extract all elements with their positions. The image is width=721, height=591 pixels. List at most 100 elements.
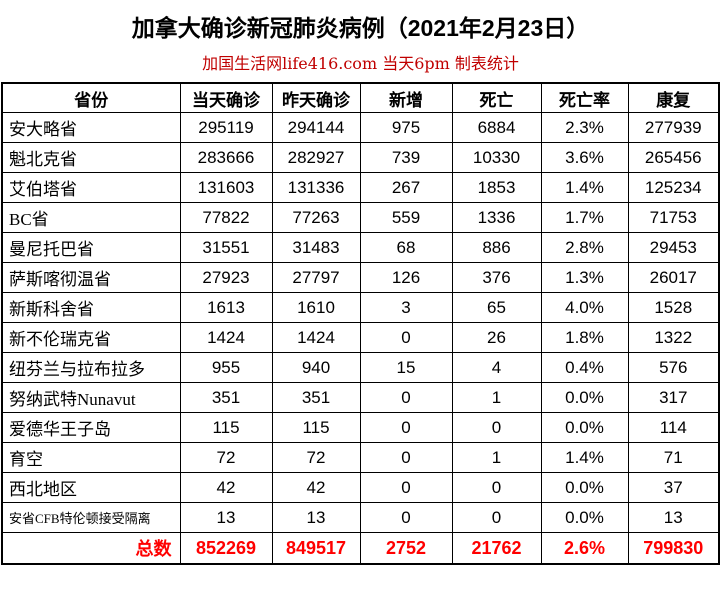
header-row: 省份 当天确诊 昨天确诊 新增 死亡 死亡率 康复 — [1, 82, 720, 113]
total-recovered: 799830 — [627, 532, 720, 565]
total-deaths: 21762 — [451, 532, 542, 565]
table-row: 努纳武特Nunavut 351 351 0 1 0.0% 317 — [1, 382, 720, 413]
value-cell: 1 — [451, 442, 542, 473]
province-cell: 安大略省 — [1, 112, 181, 143]
table-row: 魁北克省 283666 282927 739 10330 3.6% 265456 — [1, 142, 720, 173]
value-cell: 0.0% — [540, 472, 629, 503]
value-cell: 42 — [179, 472, 273, 503]
value-cell: 68 — [359, 232, 453, 263]
value-cell: 71753 — [627, 202, 720, 233]
value-cell: 1.7% — [540, 202, 629, 233]
table-row: 新不伦瑞克省 1424 1424 0 26 1.8% 1322 — [1, 322, 720, 353]
table-row: 纽芬兰与拉布拉多 955 940 15 4 0.4% 576 — [1, 352, 720, 383]
value-cell: 1424 — [271, 322, 361, 353]
value-cell: 559 — [359, 202, 453, 233]
value-cell: 37 — [627, 472, 720, 503]
value-cell: 10330 — [451, 142, 542, 173]
value-cell: 351 — [271, 382, 361, 413]
value-cell: 0 — [359, 412, 453, 443]
value-cell: 1.4% — [540, 172, 629, 203]
col-header-deaths: 死亡 — [451, 82, 542, 113]
value-cell: 0.0% — [540, 502, 629, 533]
value-cell: 71 — [627, 442, 720, 473]
total-today-confirmed: 852269 — [179, 532, 273, 565]
table-row: 育空 72 72 0 1 1.4% 71 — [1, 442, 720, 473]
total-new-cases: 2752 — [359, 532, 453, 565]
value-cell: 267 — [359, 172, 453, 203]
value-cell: 26 — [451, 322, 542, 353]
value-cell: 940 — [271, 352, 361, 383]
province-cell: BC省 — [1, 202, 181, 233]
province-cell: 魁北克省 — [1, 142, 181, 173]
total-label: 总数 — [1, 532, 181, 565]
value-cell: 376 — [451, 262, 542, 293]
value-cell: 77263 — [271, 202, 361, 233]
value-cell: 3.6% — [540, 142, 629, 173]
value-cell: 13 — [179, 502, 273, 533]
value-cell: 277939 — [627, 112, 720, 143]
col-header-death-rate: 死亡率 — [540, 82, 629, 113]
value-cell: 1610 — [271, 292, 361, 323]
province-cell: 纽芬兰与拉布拉多 — [1, 352, 181, 383]
value-cell: 0 — [359, 442, 453, 473]
value-cell: 72 — [271, 442, 361, 473]
value-cell: 13 — [271, 502, 361, 533]
value-cell: 125234 — [627, 172, 720, 203]
value-cell: 31551 — [179, 232, 273, 263]
value-cell: 1 — [451, 382, 542, 413]
value-cell: 29453 — [627, 232, 720, 263]
table-row: 新斯科舍省 1613 1610 3 65 4.0% 1528 — [1, 292, 720, 323]
province-cell: 育空 — [1, 442, 181, 473]
col-header-today-confirmed: 当天确诊 — [179, 82, 273, 113]
value-cell: 42 — [271, 472, 361, 503]
total-row: 总数 852269 849517 2752 21762 2.6% 799830 — [1, 532, 720, 565]
value-cell: 576 — [627, 352, 720, 383]
value-cell: 0 — [451, 502, 542, 533]
value-cell: 282927 — [271, 142, 361, 173]
col-header-yesterday-confirmed: 昨天确诊 — [271, 82, 361, 113]
value-cell: 1336 — [451, 202, 542, 233]
province-cell: 努纳武特Nunavut — [1, 382, 181, 413]
table-row: 安大略省 295119 294144 975 6884 2.3% 277939 — [1, 112, 720, 143]
value-cell: 0.0% — [540, 382, 629, 413]
table-row: 安省CFB特伦顿接受隔离 13 13 0 0 0.0% 13 — [1, 502, 720, 533]
value-cell: 72 — [179, 442, 273, 473]
col-header-new-cases: 新增 — [359, 82, 453, 113]
table-row: 艾伯塔省 131603 131336 267 1853 1.4% 125234 — [1, 172, 720, 203]
value-cell: 1.8% — [540, 322, 629, 353]
value-cell: 126 — [359, 262, 453, 293]
value-cell: 1322 — [627, 322, 720, 353]
table-row: 西北地区 42 42 0 0 0.0% 37 — [1, 472, 720, 503]
value-cell: 0.4% — [540, 352, 629, 383]
province-cell: 爱德华王子岛 — [1, 412, 181, 443]
table-body: 安大略省 295119 294144 975 6884 2.3% 277939 魁北克省 283… — [1, 112, 720, 533]
province-cell: 艾伯塔省 — [1, 172, 181, 203]
value-cell: 1853 — [451, 172, 542, 203]
value-cell: 265456 — [627, 142, 720, 173]
value-cell: 295119 — [179, 112, 273, 143]
table-row: 曼尼托巴省 31551 31483 68 886 2.8% 29453 — [1, 232, 720, 263]
value-cell: 4.0% — [540, 292, 629, 323]
value-cell: 6884 — [451, 112, 542, 143]
value-cell: 886 — [451, 232, 542, 263]
total-death-rate: 2.6% — [540, 532, 629, 565]
value-cell: 2.8% — [540, 232, 629, 263]
province-cell: 萨斯喀彻温省 — [1, 262, 181, 293]
province-cell: 曼尼托巴省 — [1, 232, 181, 263]
value-cell: 0 — [451, 472, 542, 503]
value-cell: 0 — [359, 472, 453, 503]
page-subtitle: 加国生活网life416.com 当天6pm 制表统计 — [202, 54, 519, 73]
total-yesterday-confirmed: 849517 — [271, 532, 361, 565]
value-cell: 1424 — [179, 322, 273, 353]
value-cell: 1528 — [627, 292, 720, 323]
value-cell: 115 — [271, 412, 361, 443]
value-cell: 4 — [451, 352, 542, 383]
province-cell: 西北地区 — [1, 472, 181, 503]
value-cell: 955 — [179, 352, 273, 383]
value-cell: 26017 — [627, 262, 720, 293]
value-cell: 317 — [627, 382, 720, 413]
value-cell: 27923 — [179, 262, 273, 293]
value-cell: 27797 — [271, 262, 361, 293]
col-header-province: 省份 — [1, 82, 181, 113]
value-cell: 739 — [359, 142, 453, 173]
